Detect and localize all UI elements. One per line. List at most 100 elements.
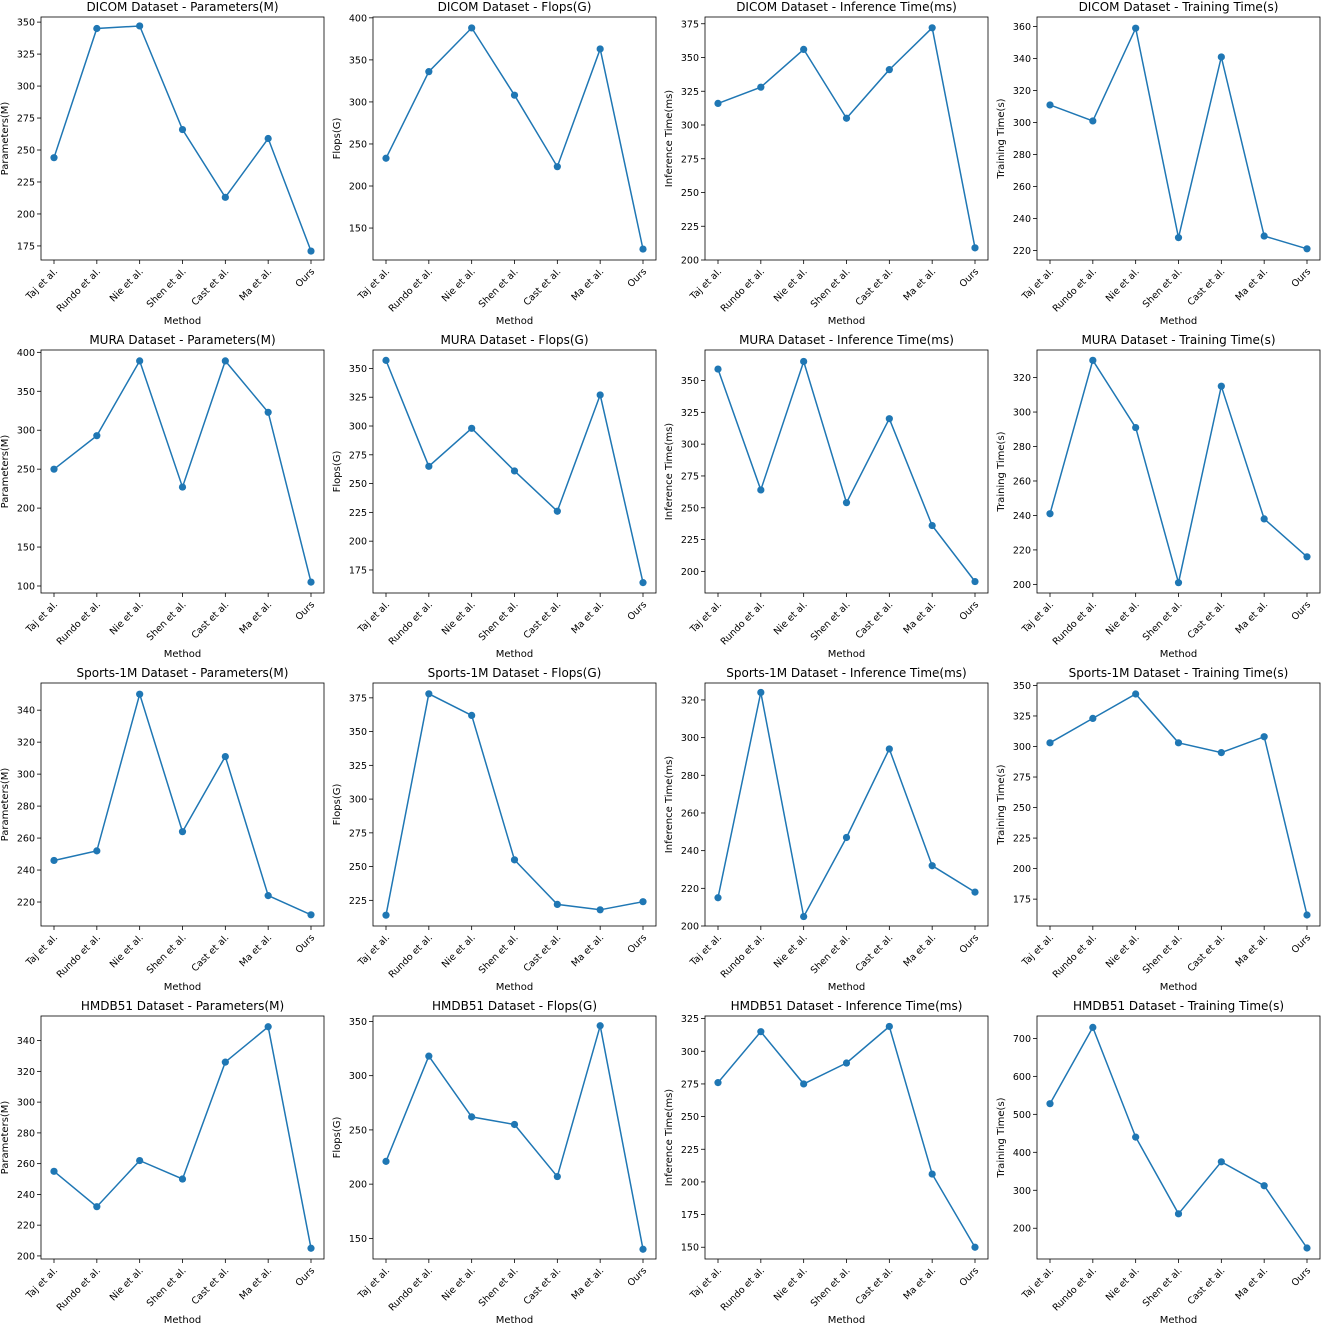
chart-panel-mura-dataset-inference-time-ms: MURA Dataset - Inference Time(ms) 200 225 2… (664, 333, 989, 660)
x-tick-label: Shen et al. (145, 599, 189, 643)
data-point (971, 244, 979, 252)
data-point (553, 163, 561, 171)
data-point (928, 862, 936, 870)
x-tick-label: Taj et al. (1020, 266, 1057, 303)
data-point (1217, 53, 1225, 61)
data-point (221, 1058, 229, 1066)
data-point (1217, 749, 1225, 757)
y-axis-label: Flops(G) (332, 118, 343, 160)
plot-frame (40, 682, 325, 927)
data-point (510, 467, 519, 475)
x-tick-label: Ma et al. (569, 266, 606, 303)
plot-frame (1036, 682, 1321, 927)
x-tick-label: Ours (958, 599, 982, 623)
y-tick-label: 325 (349, 761, 367, 772)
data-point (1303, 245, 1311, 253)
y-axis-label: Parameters(M) (0, 1101, 11, 1175)
y-tick-label: 200 (681, 567, 699, 578)
y-tick-label: 225 (1013, 834, 1031, 845)
y-tick-label: 320 (1013, 86, 1031, 97)
y-tick-label: 200 (1013, 864, 1031, 875)
plot-frame (704, 1015, 989, 1260)
data-point (1132, 24, 1140, 32)
x-tick-label: Cast et al. (190, 932, 232, 974)
data-point (221, 193, 229, 201)
data-point (842, 499, 851, 507)
x-axis-label: Method (1160, 1315, 1198, 1323)
x-tick-label: Shen et al. (809, 932, 853, 976)
series-line (1049, 358, 1308, 583)
data-point (136, 690, 144, 698)
plot-frame (1036, 349, 1321, 594)
y-tick-label: 260 (681, 808, 699, 819)
x-tick-label: Taj et al. (356, 266, 393, 303)
y-tick-label: 275 (681, 154, 699, 165)
y-tick-label: 250 (349, 479, 367, 490)
data-point (842, 1059, 851, 1067)
x-axis-label: Method (1160, 982, 1198, 993)
plot-frame (704, 16, 989, 261)
y-tick-label: 150 (17, 543, 35, 554)
data-point (307, 578, 315, 586)
y-tick-label: 300 (1013, 408, 1031, 419)
chart-panel-mura-dataset-training-time-s: MURA Dataset - Training Time(s) 200 220 240… (996, 333, 1321, 660)
x-tick-label: Cast et al. (190, 1265, 232, 1307)
data-point (1174, 579, 1183, 587)
data-point (50, 1167, 58, 1175)
chart-panel-mura-dataset-parameters-m: MURA Dataset - Parameters(M) 100 150 200 250… (0, 333, 325, 660)
y-tick-label: 400 (349, 13, 367, 24)
x-tick-label: Ma et al. (901, 599, 938, 636)
y-tick-label: 275 (349, 828, 367, 839)
y-tick-label: 200 (681, 1177, 699, 1188)
chart-title: DICOM Dataset - Flops(G) (438, 0, 592, 14)
y-tick-label: 220 (17, 1221, 35, 1232)
x-tick-label: Ours (626, 599, 650, 623)
x-axis-label: Method (164, 649, 202, 660)
y-axis-label: Inference Time(ms) (664, 90, 675, 187)
y-tick-label: 250 (349, 862, 367, 873)
y-tick-label: 240 (1013, 214, 1031, 225)
y-tick-label: 340 (1013, 54, 1031, 65)
y-tick-label: 350 (349, 364, 367, 375)
x-axis-label: Method (828, 316, 866, 327)
x-tick-label: Cast et al. (854, 266, 896, 308)
y-tick-label: 200 (1013, 1224, 1031, 1235)
y-tick-label: 375 (681, 19, 699, 30)
data-point (800, 357, 808, 366)
y-tick-label: 350 (349, 1017, 367, 1028)
data-point (714, 99, 722, 107)
y-axis-label: Training Time(s) (996, 431, 1007, 512)
series-line (717, 359, 976, 582)
series-line (385, 26, 644, 250)
x-tick-label: Ma et al. (237, 932, 274, 969)
y-tick-label: 350 (17, 18, 35, 29)
y-tick-label: 340 (17, 1036, 35, 1047)
y-axis-label: Parameters(M) (0, 768, 11, 842)
data-point (928, 24, 936, 32)
y-axis-label: Inference Time(ms) (664, 756, 675, 853)
y-tick-label: 175 (349, 565, 367, 576)
data-point (307, 247, 315, 255)
x-tick-label: Rundo et al. (1051, 932, 1099, 980)
data-point (1089, 356, 1097, 364)
x-tick-label: Nie et al. (108, 266, 146, 304)
x-tick-label: Ma et al. (1233, 266, 1270, 303)
data-point (221, 357, 229, 365)
chart-panel-hmdb51-dataset-flops-g: HMDB51 Dataset - Flops(G) 150 200 250 300 350… (332, 999, 657, 1323)
x-tick-label: Taj et al. (688, 266, 725, 303)
plot-frame (40, 349, 325, 594)
x-tick-label: Taj et al. (24, 932, 61, 969)
data-point (136, 22, 144, 30)
y-tick-label: 200 (17, 504, 35, 515)
y-axis-label: Flops(G) (332, 784, 343, 826)
x-tick-label: Rundo et al. (1051, 599, 1099, 647)
series-line (717, 26, 976, 248)
data-point (307, 911, 315, 919)
data-point (596, 391, 604, 399)
x-tick-label: Cast et al. (1186, 932, 1228, 974)
data-point (1046, 739, 1054, 747)
x-tick-label: Nie et al. (1104, 1265, 1142, 1303)
y-tick-label: 175 (1013, 895, 1031, 906)
x-tick-label: Nie et al. (440, 266, 478, 304)
chart-title: Sports-1M Dataset - Training Time(s) (1069, 666, 1289, 680)
